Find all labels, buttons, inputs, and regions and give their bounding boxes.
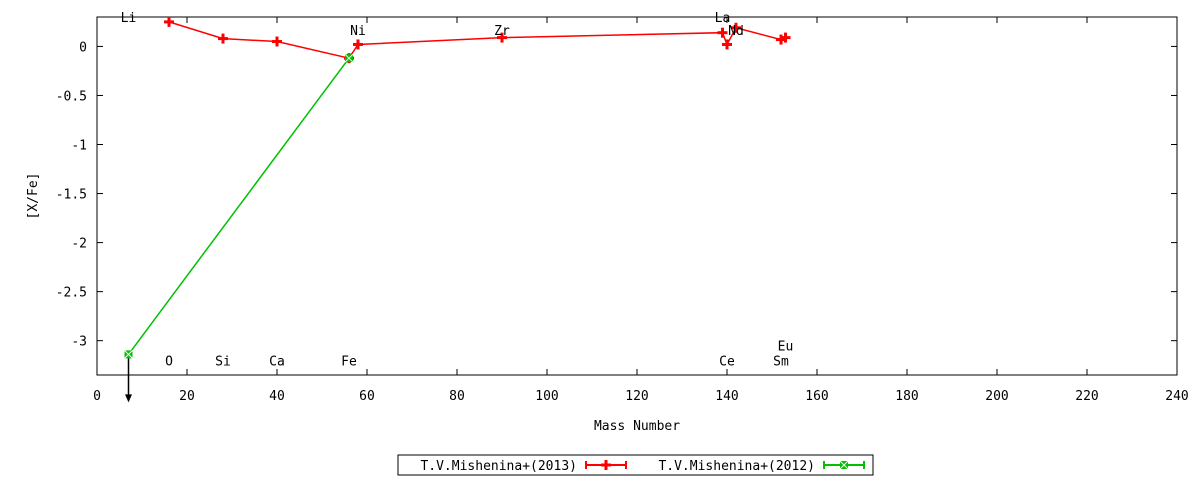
y-tick-label: -2 — [71, 237, 87, 252]
element-label: Eu — [778, 340, 794, 355]
x-tick-label: 220 — [1075, 389, 1098, 404]
element-label: Ni — [350, 24, 366, 39]
y-tick-label: -3 — [71, 335, 87, 350]
x-tick-label: 40 — [269, 389, 285, 404]
upper-limit-arrowhead — [125, 394, 132, 403]
data-point-x — [839, 460, 849, 470]
series-line — [127, 57, 350, 355]
y-axis-title: [X/Fe] — [26, 173, 41, 220]
y-tick-label: -1.5 — [56, 188, 87, 203]
y-tick-label: -1 — [71, 139, 87, 154]
x-tick-label: 200 — [985, 389, 1008, 404]
element-label: Fe — [341, 354, 357, 369]
x-tick-label: 120 — [625, 389, 648, 404]
element-label: La — [715, 11, 731, 26]
y-tick-label: -0.5 — [56, 89, 87, 104]
element-label: Nd — [728, 24, 744, 39]
data-point-x — [344, 53, 354, 63]
y-tick-label: 0 — [79, 40, 87, 55]
element-label: O — [165, 354, 173, 369]
legend-label: T.V.Mishenina+(2013) — [420, 459, 577, 474]
x-tick-label: 80 — [449, 389, 465, 404]
x-tick-label: 160 — [805, 389, 828, 404]
legend-box — [397, 454, 874, 476]
x-tick-label: 0 — [93, 389, 101, 404]
element-label: Sm — [773, 354, 789, 369]
series-1 — [124, 53, 354, 403]
x-axis-ticks: 0 20 40 60 80 100 120 140 160 180 200 220 240 — [93, 17, 1189, 404]
series-layer — [124, 16, 791, 403]
x-axis-title: Mass Number — [594, 419, 680, 434]
element-label: Zr — [494, 24, 510, 39]
element-label: Ce — [719, 354, 735, 369]
x-tick-label: 240 — [1165, 389, 1188, 404]
element-label: Si — [215, 354, 231, 369]
x-tick-label: 100 — [535, 389, 558, 404]
x-tick-label: 60 — [359, 389, 375, 404]
legend-label: T.V.Mishenina+(2012) — [658, 459, 815, 474]
x-tick-label: 140 — [715, 389, 738, 404]
x-tick-label: 180 — [895, 389, 918, 404]
y-tick-label: -2.5 — [56, 286, 87, 301]
plot-frame — [96, 16, 1178, 376]
data-point-x — [124, 350, 133, 359]
y-axis-ticks: 0 -0.5 -1 -1.5 -2 -2.5 -3 — [56, 40, 1177, 350]
x-tick-label: 20 — [179, 389, 195, 404]
series-0 — [164, 16, 791, 64]
series-line — [168, 21, 786, 60]
legend: T.V.Mishenina+(2013) T.V.Mishenina+(2012) — [397, 454, 874, 476]
element-label: Ca — [269, 354, 285, 369]
element-label: Li — [121, 11, 137, 26]
